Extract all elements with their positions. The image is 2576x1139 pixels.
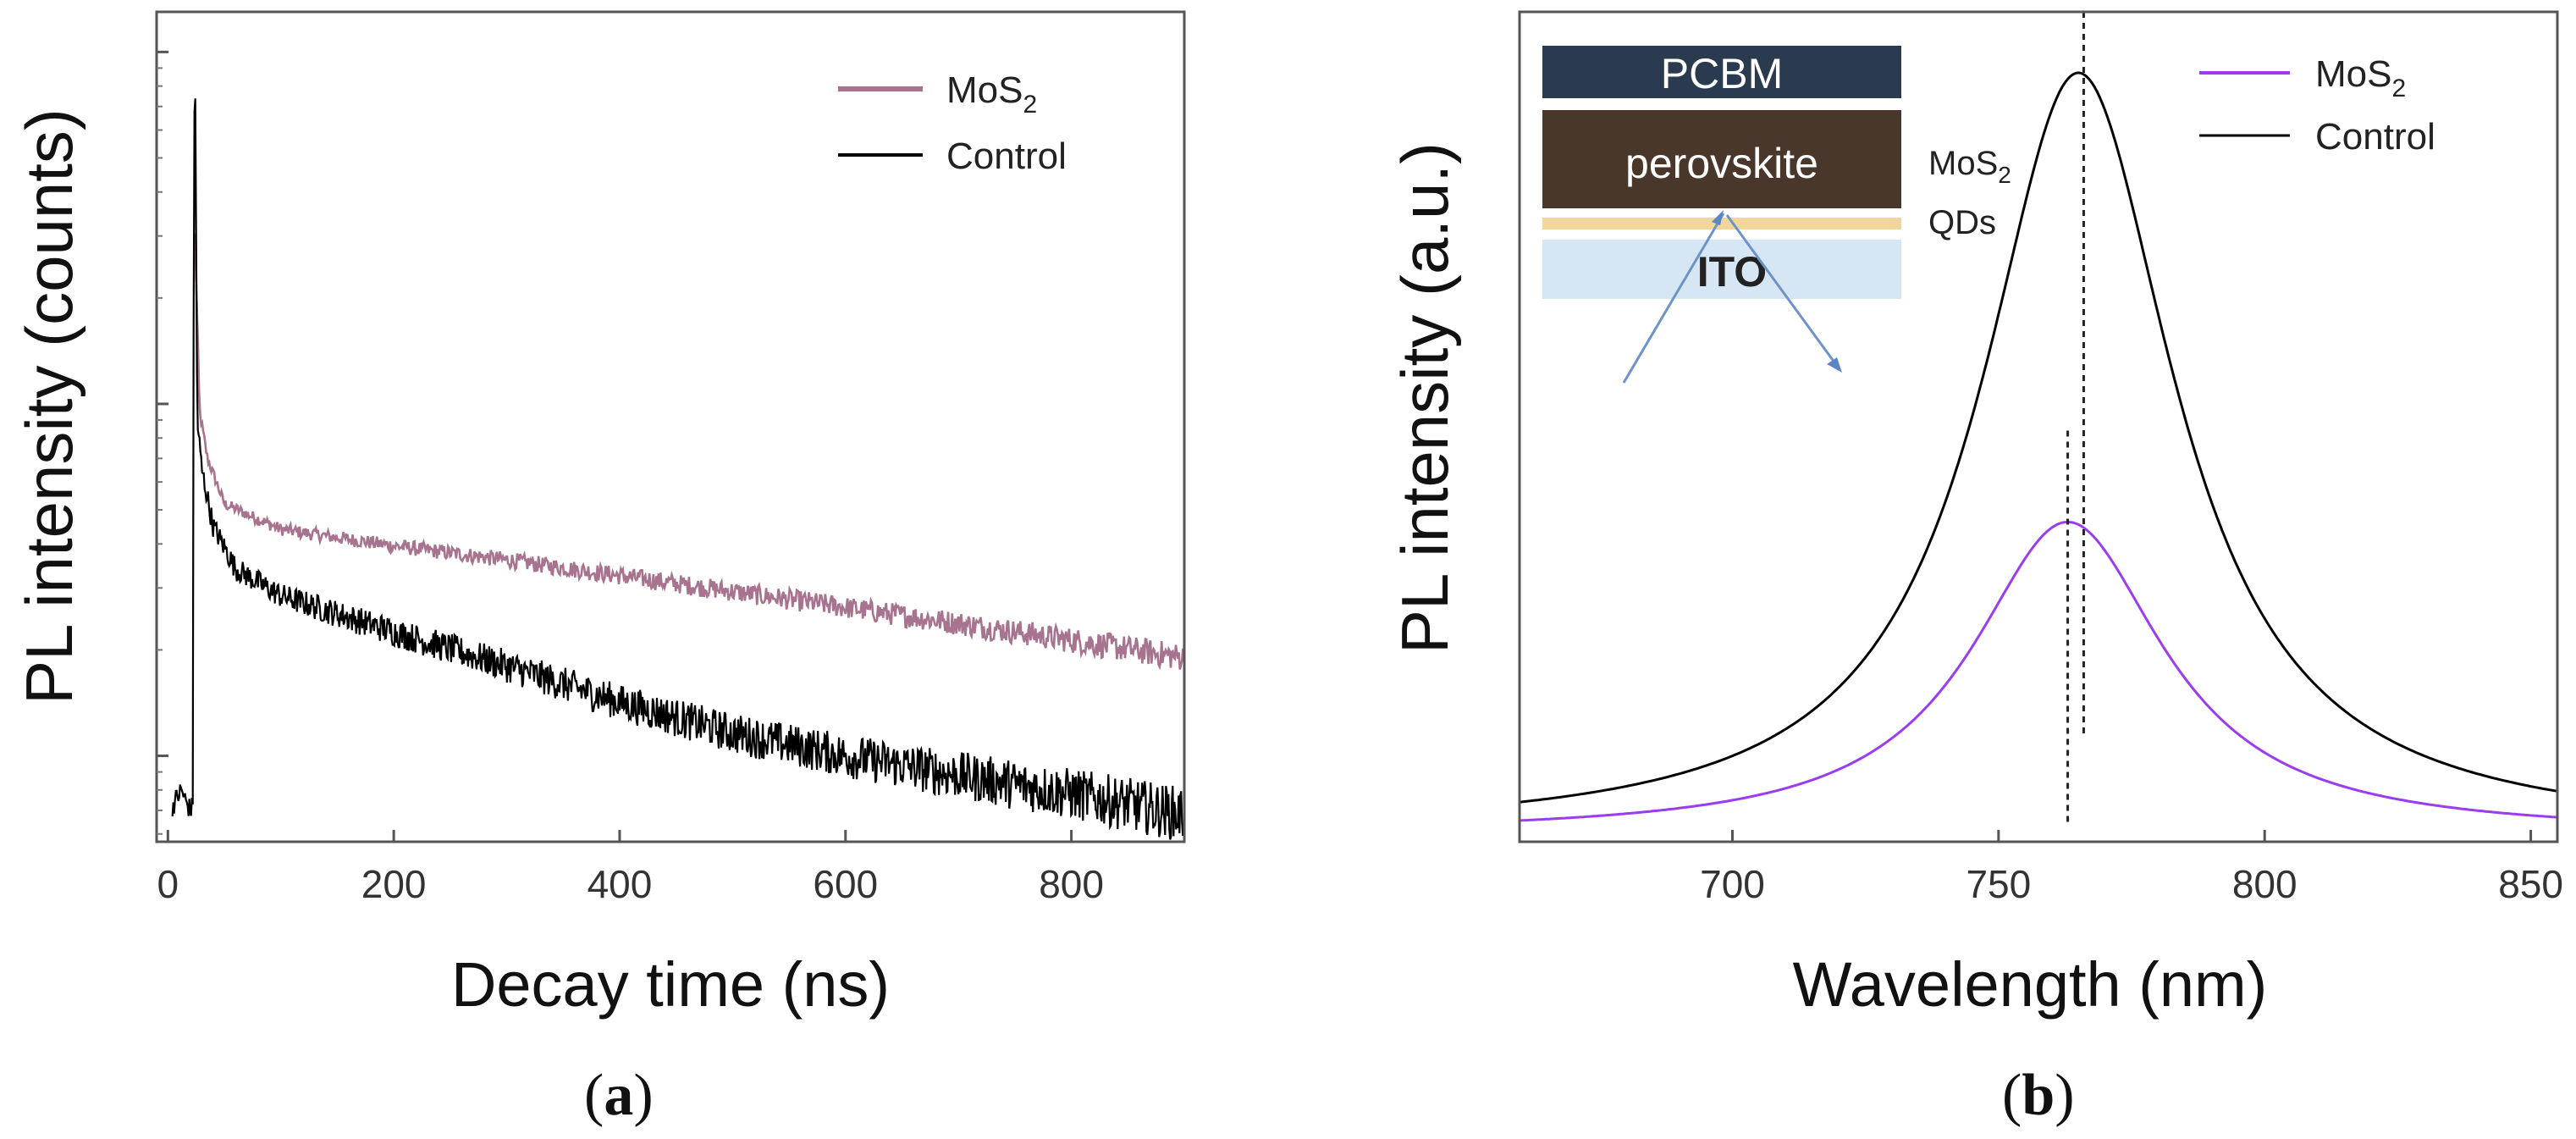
- x-tick-label-b: 700: [1700, 862, 1765, 906]
- panel-b-caption: (b): [2002, 1063, 2075, 1128]
- series-line-a-control: [171, 98, 1185, 840]
- panel-a-y-axis-label: PL intensity (counts): [12, 108, 86, 705]
- inset-perovskite-label: perovskite: [1625, 140, 1818, 187]
- panel-a-plot-area: [171, 98, 1185, 840]
- panel-b-plot-area: [1519, 71, 2558, 822]
- x-tick-label-a: 800: [1039, 862, 1104, 906]
- inset-ito-layer: [1542, 240, 1901, 299]
- inset-mos2-qd-layer: [1542, 218, 1901, 229]
- legend-b-control-label: Control: [2315, 116, 2435, 158]
- panel-a-legend: MoS2 Control: [838, 69, 1067, 177]
- panel-b-axes-frame: [1518, 10, 2559, 843]
- panel-a-x-axis: 0 200 400 600 800: [157, 830, 1104, 906]
- inset-emitted-arrowhead: [1827, 357, 1842, 373]
- panel-a-x-axis-label: Decay time (ns): [451, 949, 890, 1020]
- panel-a-caption: (a): [584, 1063, 654, 1128]
- legend-a-control-label: Control: [946, 135, 1067, 177]
- x-tick-label-b: 750: [1966, 862, 2031, 906]
- legend-b-mos2-label: MoS2: [2315, 53, 2406, 102]
- panel-b-legend: MoS2 Control: [2199, 53, 2435, 158]
- panel-a-chart: 0 200 400 600 800 PL intensity (counts) Deca…: [12, 10, 1186, 1128]
- inset-mos2-qds-label: MoS2: [1928, 145, 2011, 188]
- x-tick-label-b: 800: [2232, 862, 2297, 906]
- inset-pcbm-label: PCBM: [1661, 50, 1783, 97]
- series-line-b-control: [1519, 71, 2558, 804]
- panel-b-x-axis: 700 750 800 850: [1700, 830, 2563, 906]
- panel-b-peak-reference-lines: [2066, 12, 2085, 823]
- x-tick-label-a: 600: [813, 862, 878, 906]
- panel-a-y-axis: [157, 50, 168, 835]
- inset-emitted-light-arrow: [1725, 214, 1839, 367]
- legend-a-mos2-label: MoS2: [946, 69, 1037, 119]
- inset-pcbm-layer: [1542, 46, 1901, 98]
- x-tick-label-a: 200: [361, 862, 427, 906]
- panel-a-axes-frame: [155, 10, 1186, 843]
- x-tick-label-a: 0: [157, 862, 179, 906]
- inset-perovskite-layer: [1542, 110, 1901, 208]
- panel-b-y-axis-label: PL intensity (a.u.): [1387, 142, 1462, 654]
- inset-qds-label: QDs: [1928, 204, 1996, 241]
- series-line-b-mos2: [1519, 520, 2558, 822]
- panel-b-x-axis-label: Wavelength (nm): [1793, 949, 2268, 1020]
- device-stack-inset: PCBM perovskite ITO MoS2 QDs: [1542, 46, 2011, 384]
- panel-b-chart: 700 750 800 850 PL intensity (a.u.) Wavelen…: [1387, 10, 2563, 1128]
- inset-incident-light-arrow: [1622, 213, 1725, 384]
- x-tick-label-b: 850: [2498, 862, 2563, 906]
- inset-incident-arrowhead: [1712, 210, 1724, 225]
- series-line-a-mos2: [194, 234, 1185, 671]
- x-tick-label-a: 400: [587, 862, 653, 906]
